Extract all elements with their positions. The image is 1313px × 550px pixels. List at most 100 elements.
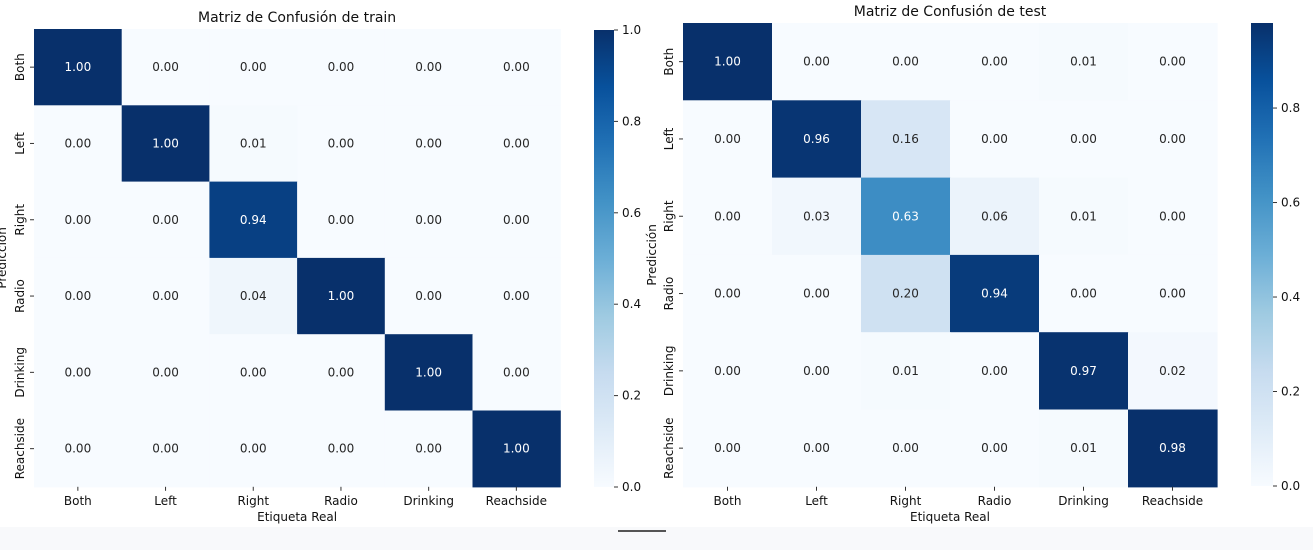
colorbar-tick-label: 0.8 <box>1281 101 1300 115</box>
cell-value-label: 0.02 <box>1159 364 1186 378</box>
cell-value-label: 0.00 <box>415 289 442 303</box>
x-tick-label: Left <box>154 494 177 508</box>
cell-value-label: 0.96 <box>803 132 830 146</box>
cell-value-label: 0.00 <box>1070 132 1097 146</box>
heatmap-cell <box>384 334 474 412</box>
heatmap-cell <box>950 177 1040 256</box>
y-tick-label: Left <box>662 127 676 150</box>
cell-value-label: 0.00 <box>328 60 355 74</box>
heatmap-cell <box>683 100 773 179</box>
cell-value-label: 0.00 <box>152 442 179 456</box>
cell-value-label: 0.94 <box>981 287 1008 301</box>
y-axis-label: Predicción <box>645 224 659 286</box>
heatmap-cell <box>209 257 298 335</box>
y-tick-label: Both <box>13 53 27 81</box>
cell-value-label: 0.00 <box>152 289 179 303</box>
cell-value-label: 0.63 <box>892 209 919 223</box>
heatmap-cell <box>861 254 951 333</box>
cell-value-label: 0.00 <box>1159 132 1186 146</box>
cell-value-label: 0.00 <box>328 136 355 150</box>
cell-value-label: 0.16 <box>892 132 919 146</box>
resize-handle[interactable] <box>618 530 666 532</box>
heatmap-cell <box>121 181 210 259</box>
y-tick-label: Radio <box>662 277 676 311</box>
cell-value-label: 0.00 <box>503 365 530 379</box>
cell-value-label: 1.00 <box>328 289 355 303</box>
heatmap-cell <box>472 334 561 412</box>
heatmap-cell <box>297 29 386 106</box>
cell-value-label: 0.00 <box>1070 287 1097 301</box>
heatmap-cell <box>772 23 862 101</box>
heatmap-cell <box>950 23 1040 101</box>
colorbar-tick-label: 0.4 <box>622 297 641 311</box>
cell-value-label: 0.00 <box>714 287 741 301</box>
heatmap-cell <box>209 29 298 106</box>
x-axis-label: Etiqueta Real <box>257 510 337 524</box>
heatmap-cell <box>1039 332 1129 411</box>
cell-value-label: 0.00 <box>803 287 830 301</box>
cell-value-label: 0.00 <box>1159 287 1186 301</box>
x-tick-label: Right <box>890 494 922 508</box>
x-tick-label: Reachside <box>486 494 547 508</box>
cell-value-label: 0.00 <box>152 213 179 227</box>
heatmap-cell <box>950 332 1040 411</box>
x-tick-label: Reachside <box>1142 494 1203 508</box>
y-tick-label: Radio <box>13 279 27 313</box>
heatmap-cell <box>1128 332 1218 411</box>
colorbar-tick-label: 0.8 <box>622 114 641 128</box>
colorbar <box>594 30 614 487</box>
heatmap-cell <box>772 332 862 411</box>
y-tick-label: Reachside <box>662 417 676 478</box>
cell-value-label: 1.00 <box>415 365 442 379</box>
cell-value-label: 0.97 <box>1070 364 1097 378</box>
y-tick-label: Drinking <box>662 346 676 397</box>
colorbar-tick-label: 1.0 <box>622 23 641 37</box>
heatmap-cell <box>297 410 386 488</box>
heatmap-cell <box>472 29 561 106</box>
heatmap-cell <box>209 105 298 183</box>
y-tick-label: Right <box>13 204 27 236</box>
cell-value-label: 0.00 <box>981 55 1008 69</box>
cell-value-label: 0.00 <box>415 213 442 227</box>
cell-value-label: 0.00 <box>803 441 830 455</box>
colorbar-tick-label: 0.6 <box>1281 196 1300 210</box>
x-tick-label: Both <box>64 494 92 508</box>
heatmap-cell <box>861 100 951 179</box>
cell-value-label: 0.00 <box>1159 209 1186 223</box>
heatmap-cell <box>297 105 386 183</box>
heatmap-cell <box>384 105 474 183</box>
cell-value-label: 1.00 <box>152 136 179 150</box>
chart-title: Matriz de Confusión de train <box>198 10 396 26</box>
cell-value-label: 0.01 <box>892 364 919 378</box>
heatmap-cell <box>772 409 862 488</box>
cell-value-label: 0.00 <box>714 441 741 455</box>
cell-value-label: 0.00 <box>64 289 91 303</box>
heatmap-cell <box>950 409 1040 488</box>
heatmap-cell <box>861 332 951 411</box>
confusion-matrices-figure: 1.00 0.00 0.00 0.00 0.00 0.00 0.00 1.00 0.01 0.00… <box>0 4 1300 524</box>
y-tick-label: Both <box>662 48 676 76</box>
heatmap-cell <box>861 23 951 101</box>
heatmap-cell <box>34 334 123 412</box>
cell-value-label: 0.00 <box>415 136 442 150</box>
heatmap-cell <box>209 410 298 488</box>
cell-value-label: 0.04 <box>240 289 267 303</box>
cell-value-label: 0.00 <box>240 442 267 456</box>
cell-value-label: 0.01 <box>1070 441 1097 455</box>
cell-value-label: 0.00 <box>503 136 530 150</box>
heatmap-cell <box>1128 23 1218 101</box>
heatmap-cell <box>384 181 474 259</box>
heatmap-cell <box>1039 409 1129 488</box>
cell-value-label: 0.00 <box>981 441 1008 455</box>
heatmap-cell <box>772 100 862 179</box>
cell-value-label: 0.00 <box>892 55 919 69</box>
heatmap-cell <box>34 29 123 106</box>
cell-value-label: 0.00 <box>240 60 267 74</box>
x-tick-label: Radio <box>324 494 358 508</box>
cell-value-label: 0.00 <box>152 365 179 379</box>
heatmap-cell <box>950 254 1040 333</box>
cell-value-label: 0.00 <box>714 132 741 146</box>
x-tick-label: Radio <box>978 494 1012 508</box>
cell-value-label: 0.00 <box>328 365 355 379</box>
colorbar-tick-label: 0.2 <box>622 389 641 403</box>
